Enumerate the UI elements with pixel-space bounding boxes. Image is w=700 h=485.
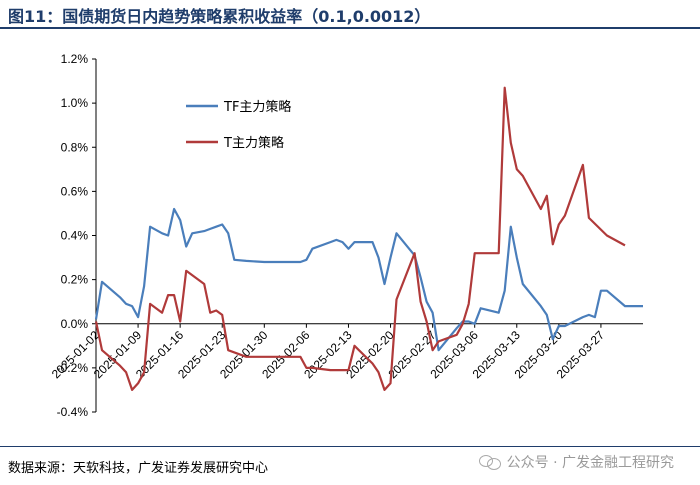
y-tick-label: 0.8% — [61, 140, 89, 154]
source-note: 数据来源：天软科技，广发证券发展研究中心 — [8, 461, 269, 476]
series-line-t — [94, 86, 626, 391]
title-underline — [0, 27, 700, 29]
title-bar: 图11：国债期货日内趋势策略累积收益率（0.1,0.0012） — [0, 0, 700, 29]
line-chart: -0.4%-0.2%0.0%0.2%0.4%0.6%0.8%1.0%1.2%20… — [49, 52, 643, 419]
chart-title: 图11：国债期货日内趋势策略累积收益率（0.1,0.0012） — [8, 7, 431, 26]
y-tick-label: 1.0% — [61, 96, 89, 110]
series-line-tf — [94, 207, 643, 352]
wechat-icon — [478, 455, 501, 470]
y-tick-label: 0.2% — [61, 273, 89, 287]
watermark-text: 公众号 · 广发金融工程研究 — [506, 455, 674, 471]
legend-label-tf: TF主力策略 — [223, 99, 291, 115]
legend-label-t: T主力策略 — [223, 135, 284, 151]
y-tick-label: 0.4% — [61, 229, 89, 243]
watermark: 公众号 · 广发金融工程研究 — [478, 452, 674, 472]
y-tick-label: -0.2% — [57, 361, 89, 375]
footer-divider — [0, 446, 700, 447]
y-tick-label: -0.4% — [57, 405, 89, 419]
y-tick-label: 0.0% — [61, 317, 89, 331]
y-tick-label: 1.2% — [61, 52, 89, 66]
y-tick-label: 0.6% — [61, 184, 89, 198]
